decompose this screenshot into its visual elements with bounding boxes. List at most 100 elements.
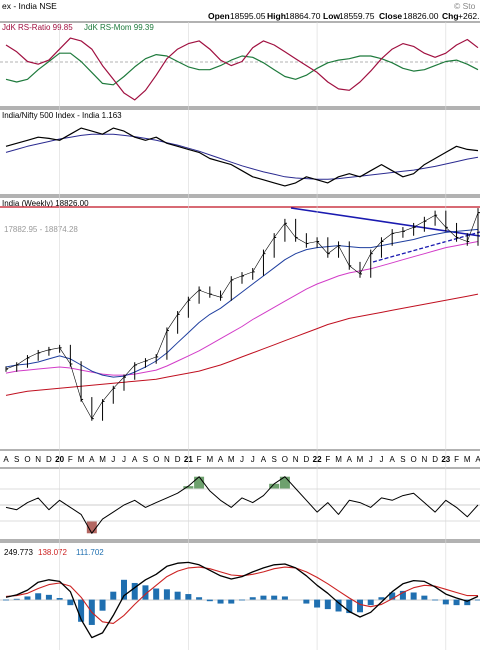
- macd-histogram-bar: [346, 599, 353, 614]
- high-value: 18864.70: [285, 11, 321, 21]
- osc-positive-fill: [183, 486, 194, 489]
- x-tick-label: O: [24, 455, 30, 464]
- ma-100-line: [5, 241, 479, 376]
- macd-histogram-bar: [249, 597, 256, 600]
- close-label: Close: [379, 11, 402, 21]
- x-tick-label: M: [228, 455, 235, 464]
- macd-histogram-bar: [475, 599, 480, 601]
- x-tick-label: N: [421, 455, 427, 464]
- x-tick-label: N: [164, 455, 170, 464]
- x-tick-label: D: [432, 455, 438, 464]
- x-tick-label: A: [132, 455, 138, 464]
- x-tick-label: A: [89, 455, 95, 464]
- osc-negative-fill: [86, 521, 97, 534]
- macd-histogram-bar: [303, 599, 310, 604]
- macd-histogram-bar: [35, 593, 42, 600]
- macd-histogram-bar: [421, 595, 428, 600]
- macd-series: [3, 561, 480, 639]
- macd-histogram-bar: [153, 588, 160, 600]
- macd-histogram-bar: [228, 599, 235, 604]
- ma-50-line: [5, 228, 479, 378]
- x-tick-label: J: [111, 455, 115, 464]
- rrg-series: [5, 37, 479, 101]
- macd-histogram-bar: [367, 599, 374, 606]
- x-tick-label: A: [218, 455, 224, 464]
- macd-histogram-bar: [239, 599, 245, 601]
- year-separators: [59, 22, 447, 650]
- ma-200-line: [5, 293, 479, 396]
- x-tick-label: J: [379, 455, 383, 464]
- ohlc-readout: Open 18595.05 High 18864.70 Low 18559.75…: [208, 11, 480, 21]
- price-label: India (Weekly) 18826.00: [2, 199, 89, 208]
- x-tick-label: O: [411, 455, 417, 464]
- osc-positive-fill: [279, 476, 290, 489]
- x-tick-label: A: [347, 455, 353, 464]
- macd-histogram-bar: [335, 599, 342, 612]
- x-tick-label: F: [454, 455, 459, 464]
- macd-histogram-bar: [464, 599, 471, 606]
- open-label: Open: [208, 11, 230, 21]
- x-tick-label: D: [175, 455, 181, 464]
- macd-histogram-bar: [131, 582, 138, 600]
- macd-histogram-bar: [163, 589, 170, 600]
- x-tick-label: M: [78, 455, 85, 464]
- macd-signal-line: [5, 566, 478, 624]
- macd-histogram-bar: [453, 599, 460, 606]
- x-tick-label: A: [475, 455, 480, 464]
- oscillator-line: [5, 476, 479, 534]
- close-value: 18826.00: [403, 11, 439, 21]
- x-tick-label: J: [251, 455, 255, 464]
- x-tick-label: M: [464, 455, 471, 464]
- panel-frames: [0, 21, 480, 543]
- macd-histogram-bar: [389, 592, 396, 600]
- macd-histogram-bar: [314, 599, 321, 608]
- relative-label: India/Nifty 500 Index - India 1.163: [2, 111, 122, 120]
- x-tick-label: 20: [55, 455, 64, 464]
- macd-histogram-bar: [121, 579, 127, 600]
- x-tick-label: S: [143, 455, 148, 464]
- x-tick-label: O: [153, 455, 159, 464]
- x-tick-label: F: [197, 455, 202, 464]
- macd-histogram-bar: [217, 599, 224, 604]
- relative-series: [5, 127, 479, 187]
- x-tick-label: D: [303, 455, 309, 464]
- oscillator-series: [5, 476, 479, 534]
- x-tick-label: A: [390, 455, 396, 464]
- x-tick-label: J: [240, 455, 244, 464]
- macd-label-a: 249.773: [4, 548, 33, 557]
- chg-label: Chg: [442, 11, 459, 21]
- macd-histogram-bar: [185, 594, 192, 600]
- bands-label: 17882.95 - 18874.28: [4, 225, 78, 234]
- macd-histogram-bar: [110, 591, 117, 600]
- macd-histogram-bar: [24, 596, 31, 600]
- x-tick-label: M: [357, 455, 364, 464]
- macd-histogram-bar: [78, 599, 85, 622]
- descending-trendline: [290, 207, 480, 237]
- x-tick-label: F: [68, 455, 73, 464]
- x-tick-label: M: [206, 455, 213, 464]
- x-tick-label: J: [369, 455, 373, 464]
- price-close-line: [5, 212, 479, 419]
- macd-histogram-bar: [271, 595, 278, 600]
- rising-trendline: [372, 231, 480, 263]
- macd-histogram-bar: [99, 599, 106, 611]
- macd-histogram-bar: [3, 599, 9, 601]
- macd-histogram-bar: [142, 585, 149, 600]
- x-tick-label: S: [400, 455, 405, 464]
- x-tick-label: 22: [313, 455, 322, 464]
- relative-ma-line: [5, 133, 479, 180]
- x-tick-label: O: [282, 455, 288, 464]
- x-tick-label: 21: [184, 455, 193, 464]
- macd-histogram-bar: [410, 592, 417, 600]
- macd-histogram-bar: [357, 599, 363, 613]
- x-tick-label: M: [99, 455, 106, 464]
- watermark: © Sto: [454, 1, 476, 11]
- x-tick-label: 23: [441, 455, 450, 464]
- rrg-ratio-label: JdK RS-Ratio 99.85: [2, 23, 73, 32]
- macd-histogram-bar: [442, 599, 449, 605]
- x-tick-label: F: [325, 455, 330, 464]
- osc-positive-fill: [269, 483, 280, 489]
- macd-histogram-bar: [56, 598, 63, 600]
- macd-histogram-bar: [13, 598, 20, 600]
